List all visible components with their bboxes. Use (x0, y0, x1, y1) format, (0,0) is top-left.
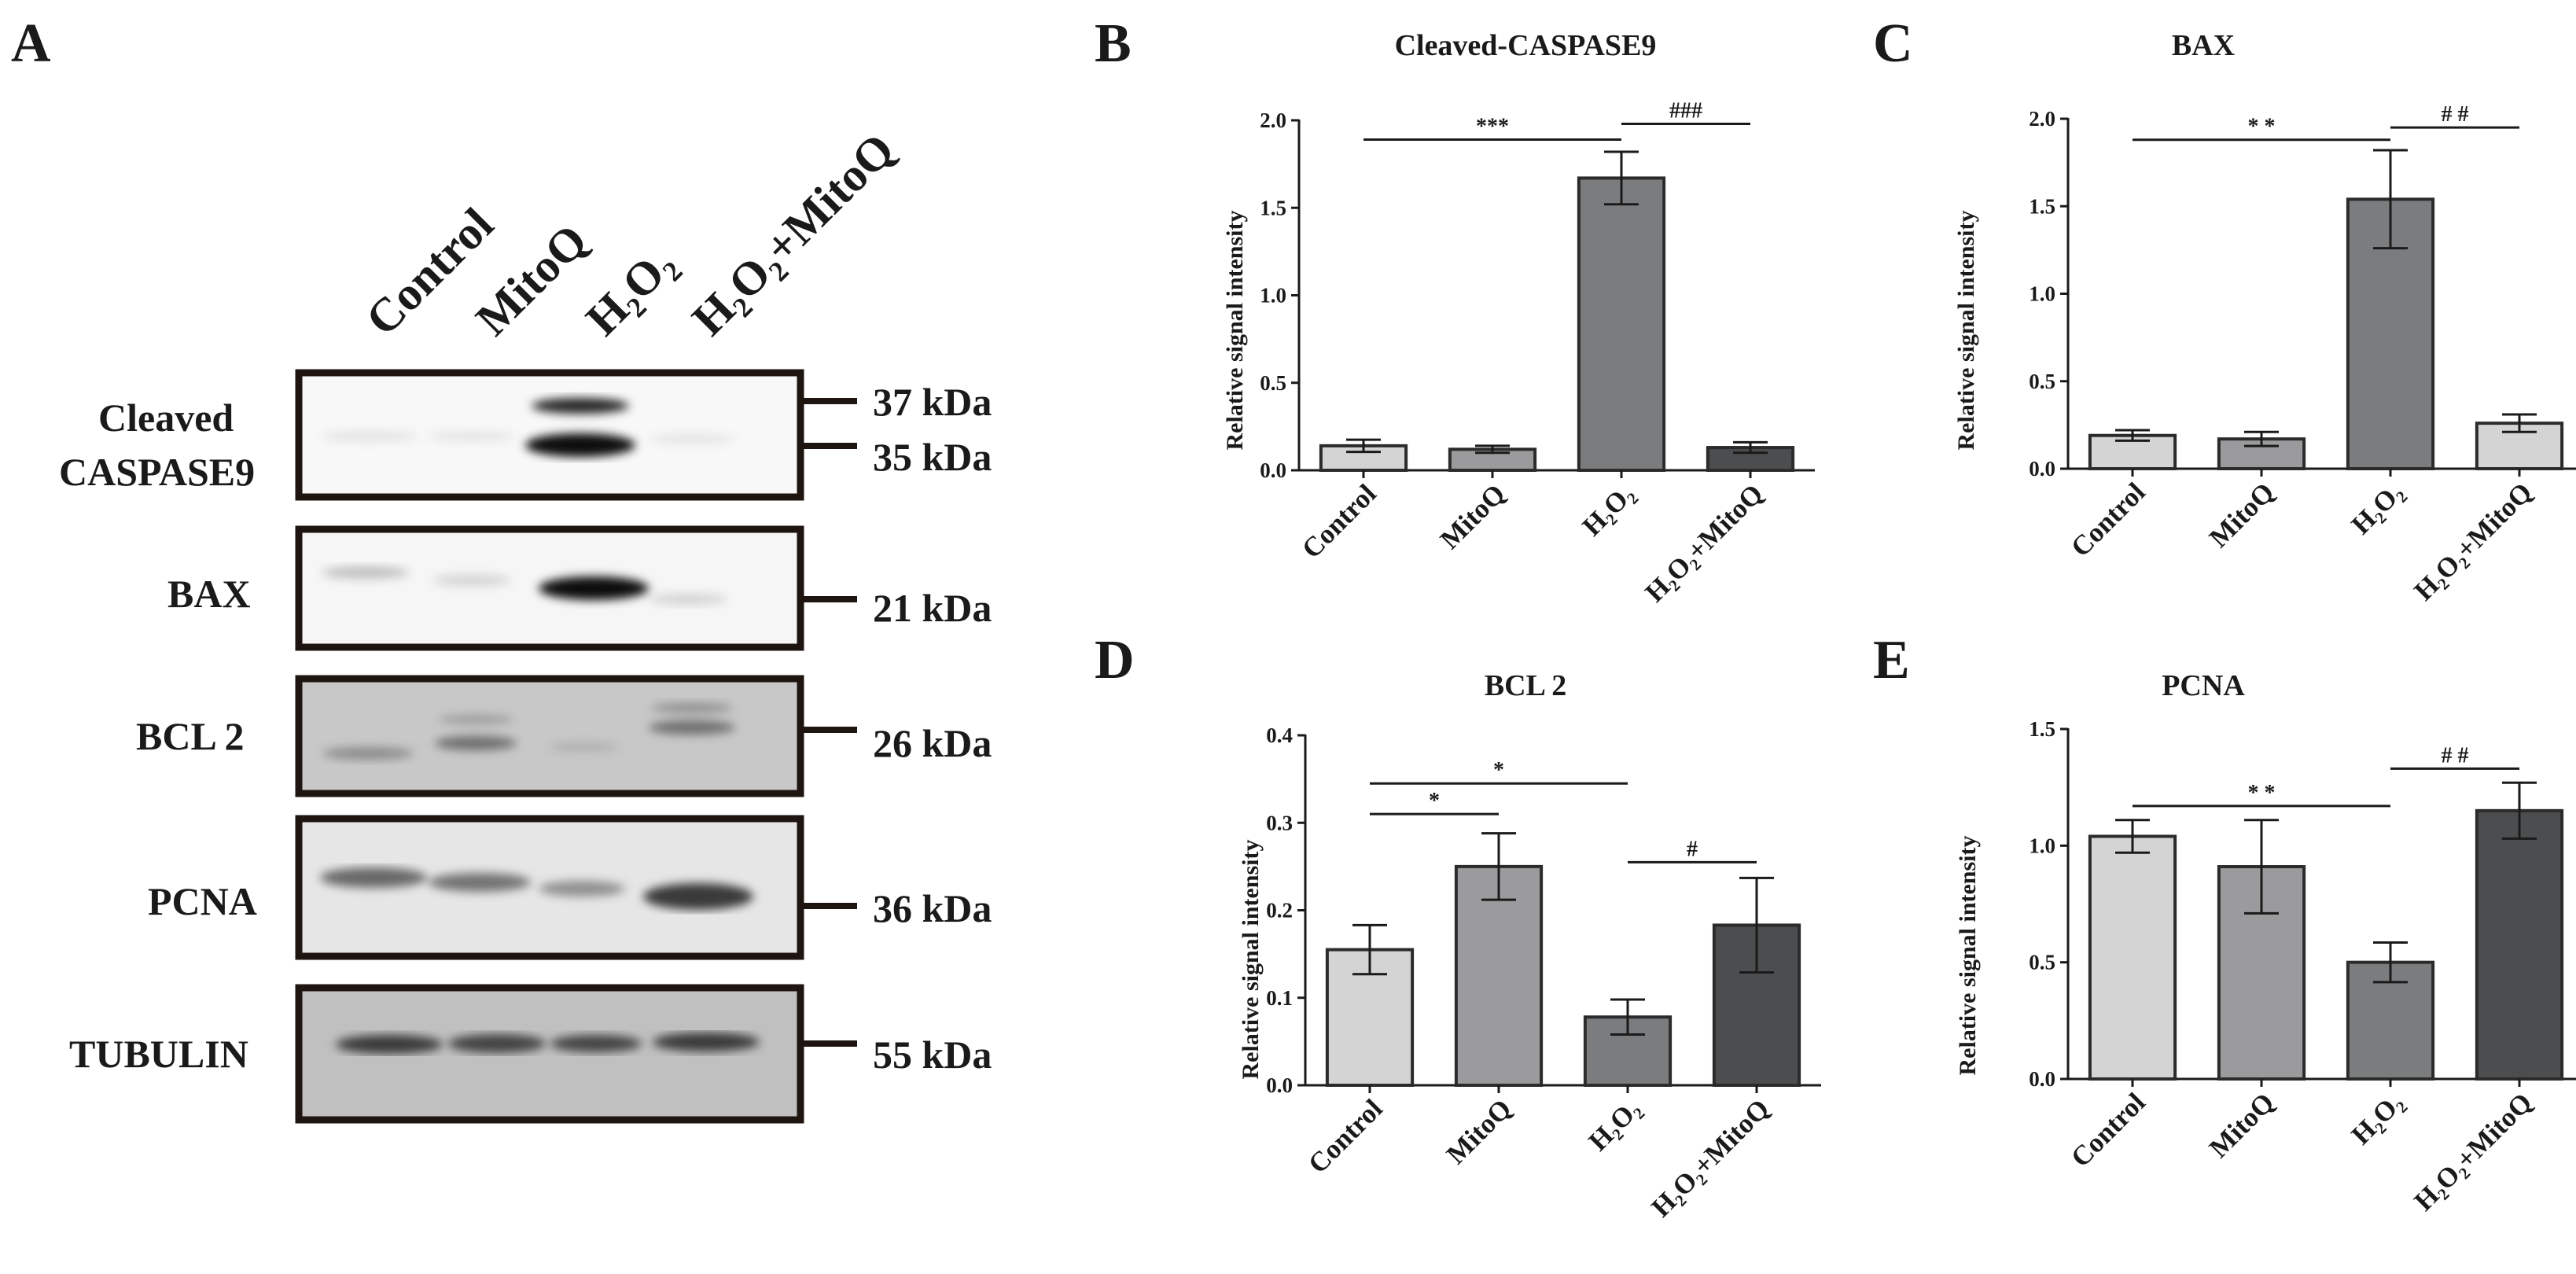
marker-label: 36 kDa (873, 886, 992, 930)
blot-pcna: PCNA 36 kDa (148, 815, 992, 960)
panel-letter: D (1095, 630, 1135, 690)
y-tick-label: 0.0 (1260, 458, 1286, 482)
y-tick-label: 0.5 (2029, 951, 2055, 974)
y-tick-label: 0.5 (2029, 370, 2055, 393)
chart-title: Cleaved-CASPASE9 (1395, 29, 1657, 62)
significance-label: *** (1476, 114, 1509, 138)
chart-title: BAX (2172, 29, 2235, 62)
x-tick-label: MitoQ (2203, 477, 2280, 554)
y-tick-label: 0.4 (1266, 724, 1293, 747)
x-tick-label: Control (2065, 477, 2151, 563)
bar (1577, 176, 1666, 473)
y-tick-label: 0.3 (1266, 811, 1293, 834)
x-tick-label: MitoQ (1441, 1093, 1518, 1170)
blot-label-line2: CASPASE9 (59, 450, 255, 494)
blot-frame (295, 984, 804, 1124)
blot-label: TUBULIN (69, 1032, 248, 1076)
y-axis-label: Relative signal intensity (1955, 836, 1981, 1076)
y-tick-label: 0.0 (2029, 457, 2055, 481)
y-tick-label: 1.5 (2029, 194, 2055, 218)
blot-label: BCL 2 (136, 714, 245, 758)
significance-label: * (1493, 758, 1504, 782)
x-tick-label: H₂O₂ (2346, 1087, 2409, 1151)
blot-bands (322, 703, 735, 760)
blot-label: PCNA (148, 879, 257, 923)
blot-label-line1: Cleaved (98, 396, 234, 440)
x-tick-label: MitoQ (1434, 478, 1511, 555)
x-tick-label: H₂O₂+MitoQ (2409, 1087, 2538, 1217)
blot-bands (322, 566, 727, 605)
blot-bands (321, 398, 735, 457)
significance-label: * * (2248, 115, 2276, 139)
x-tick-label: Control (1296, 478, 1382, 565)
x-tick-label: Control (2065, 1087, 2151, 1173)
x-tick-label: H₂O₂ (1583, 1093, 1647, 1157)
panel-letter-a: A (11, 13, 51, 74)
significance-label: * * (2248, 781, 2276, 805)
x-tick-label: Control (1302, 1093, 1389, 1180)
y-tick-label: 1.0 (1260, 284, 1286, 307)
significance-label: * (1429, 789, 1440, 813)
y-axis-label: Relative signal intensity (1953, 211, 1979, 451)
y-tick-label: 0.0 (2029, 1067, 2055, 1091)
significance-label: # # (2442, 743, 2469, 768)
bar (1454, 864, 1544, 1087)
y-tick-label: 0.2 (1266, 899, 1293, 922)
y-axis-label: Relative signal intensity (1238, 840, 1264, 1080)
blot-label: BAX (167, 572, 251, 616)
marker-label: 21 kDa (873, 586, 992, 630)
significance-label: ### (1669, 98, 1702, 123)
significance-label: # (1687, 837, 1698, 861)
marker-label: 37 kDa (873, 380, 992, 424)
x-tick-label: H₂O₂+MitoQ (1639, 478, 1769, 608)
chart-title: PCNA (2162, 669, 2245, 702)
bar-chart-pcna: E PCNA Relative signal intensity 0.0 0.5 1.0 1… (1873, 630, 2576, 1217)
marker-label: 35 kDa (873, 435, 992, 479)
marker-label: 26 kDa (873, 721, 992, 765)
blot-tubulin: TUBULIN 55 kDa (69, 984, 992, 1124)
y-tick-label: 2.0 (2029, 107, 2055, 131)
x-tick-label: MitoQ (2203, 1087, 2280, 1164)
blot-bands (320, 867, 753, 910)
y-tick-label: 1.0 (2029, 834, 2055, 857)
bar (2475, 808, 2564, 1081)
y-tick-label: 1.0 (2029, 282, 2055, 306)
significance-label: # # (2442, 102, 2469, 127)
panel-letter: E (1873, 630, 1910, 690)
bar-chart-bax: C BAX Relative signal intensity 0.0 0.5 1.0 1.… (1873, 13, 2576, 606)
x-tick-label: H₂O₂+MitoQ (2409, 477, 2538, 606)
blot-frame (295, 675, 804, 797)
panel-letter: B (1095, 13, 1132, 74)
chart-title: BCL 2 (1485, 669, 1567, 702)
blot-bcl2: BCL 2 26 kDa (136, 675, 992, 797)
y-tick-label: 1.5 (1260, 196, 1286, 219)
y-tick-label: 0.1 (1266, 986, 1293, 1010)
y-axis-label: Relative signal intensity (1222, 211, 1248, 451)
y-tick-label: 0.0 (1266, 1073, 1293, 1097)
y-tick-label: 0.5 (1260, 371, 1286, 395)
y-tick-label: 2.0 (1260, 109, 1286, 132)
blot-cleaved-caspase9: Cleaved CASPASE9 37 kDa 35 kDa (59, 369, 992, 501)
bar (2088, 834, 2177, 1081)
blot-bands (336, 1033, 760, 1054)
western-blot-panel: A Control MitoQ H₂O₂ H₂O₂+MitoQ Cleaved … (11, 13, 992, 1124)
lane-label-h2o2-mitoq: H₂O₂+MitoQ (683, 123, 904, 345)
panel-letter: C (1873, 13, 1913, 74)
x-tick-label: H₂O₂ (2346, 477, 2409, 540)
bar-chart-cleaved-caspase9: B Cleaved-CASPASE9 Relative signal intensi… (1095, 13, 1815, 608)
x-tick-label: H₂O₂+MitoQ (1646, 1093, 1776, 1223)
blot-bax: BAX 21 kDa (167, 525, 992, 651)
x-tick-label: H₂O₂ (1577, 478, 1640, 542)
marker-label: 55 kDa (873, 1033, 992, 1077)
y-tick-label: 1.5 (2029, 717, 2055, 741)
